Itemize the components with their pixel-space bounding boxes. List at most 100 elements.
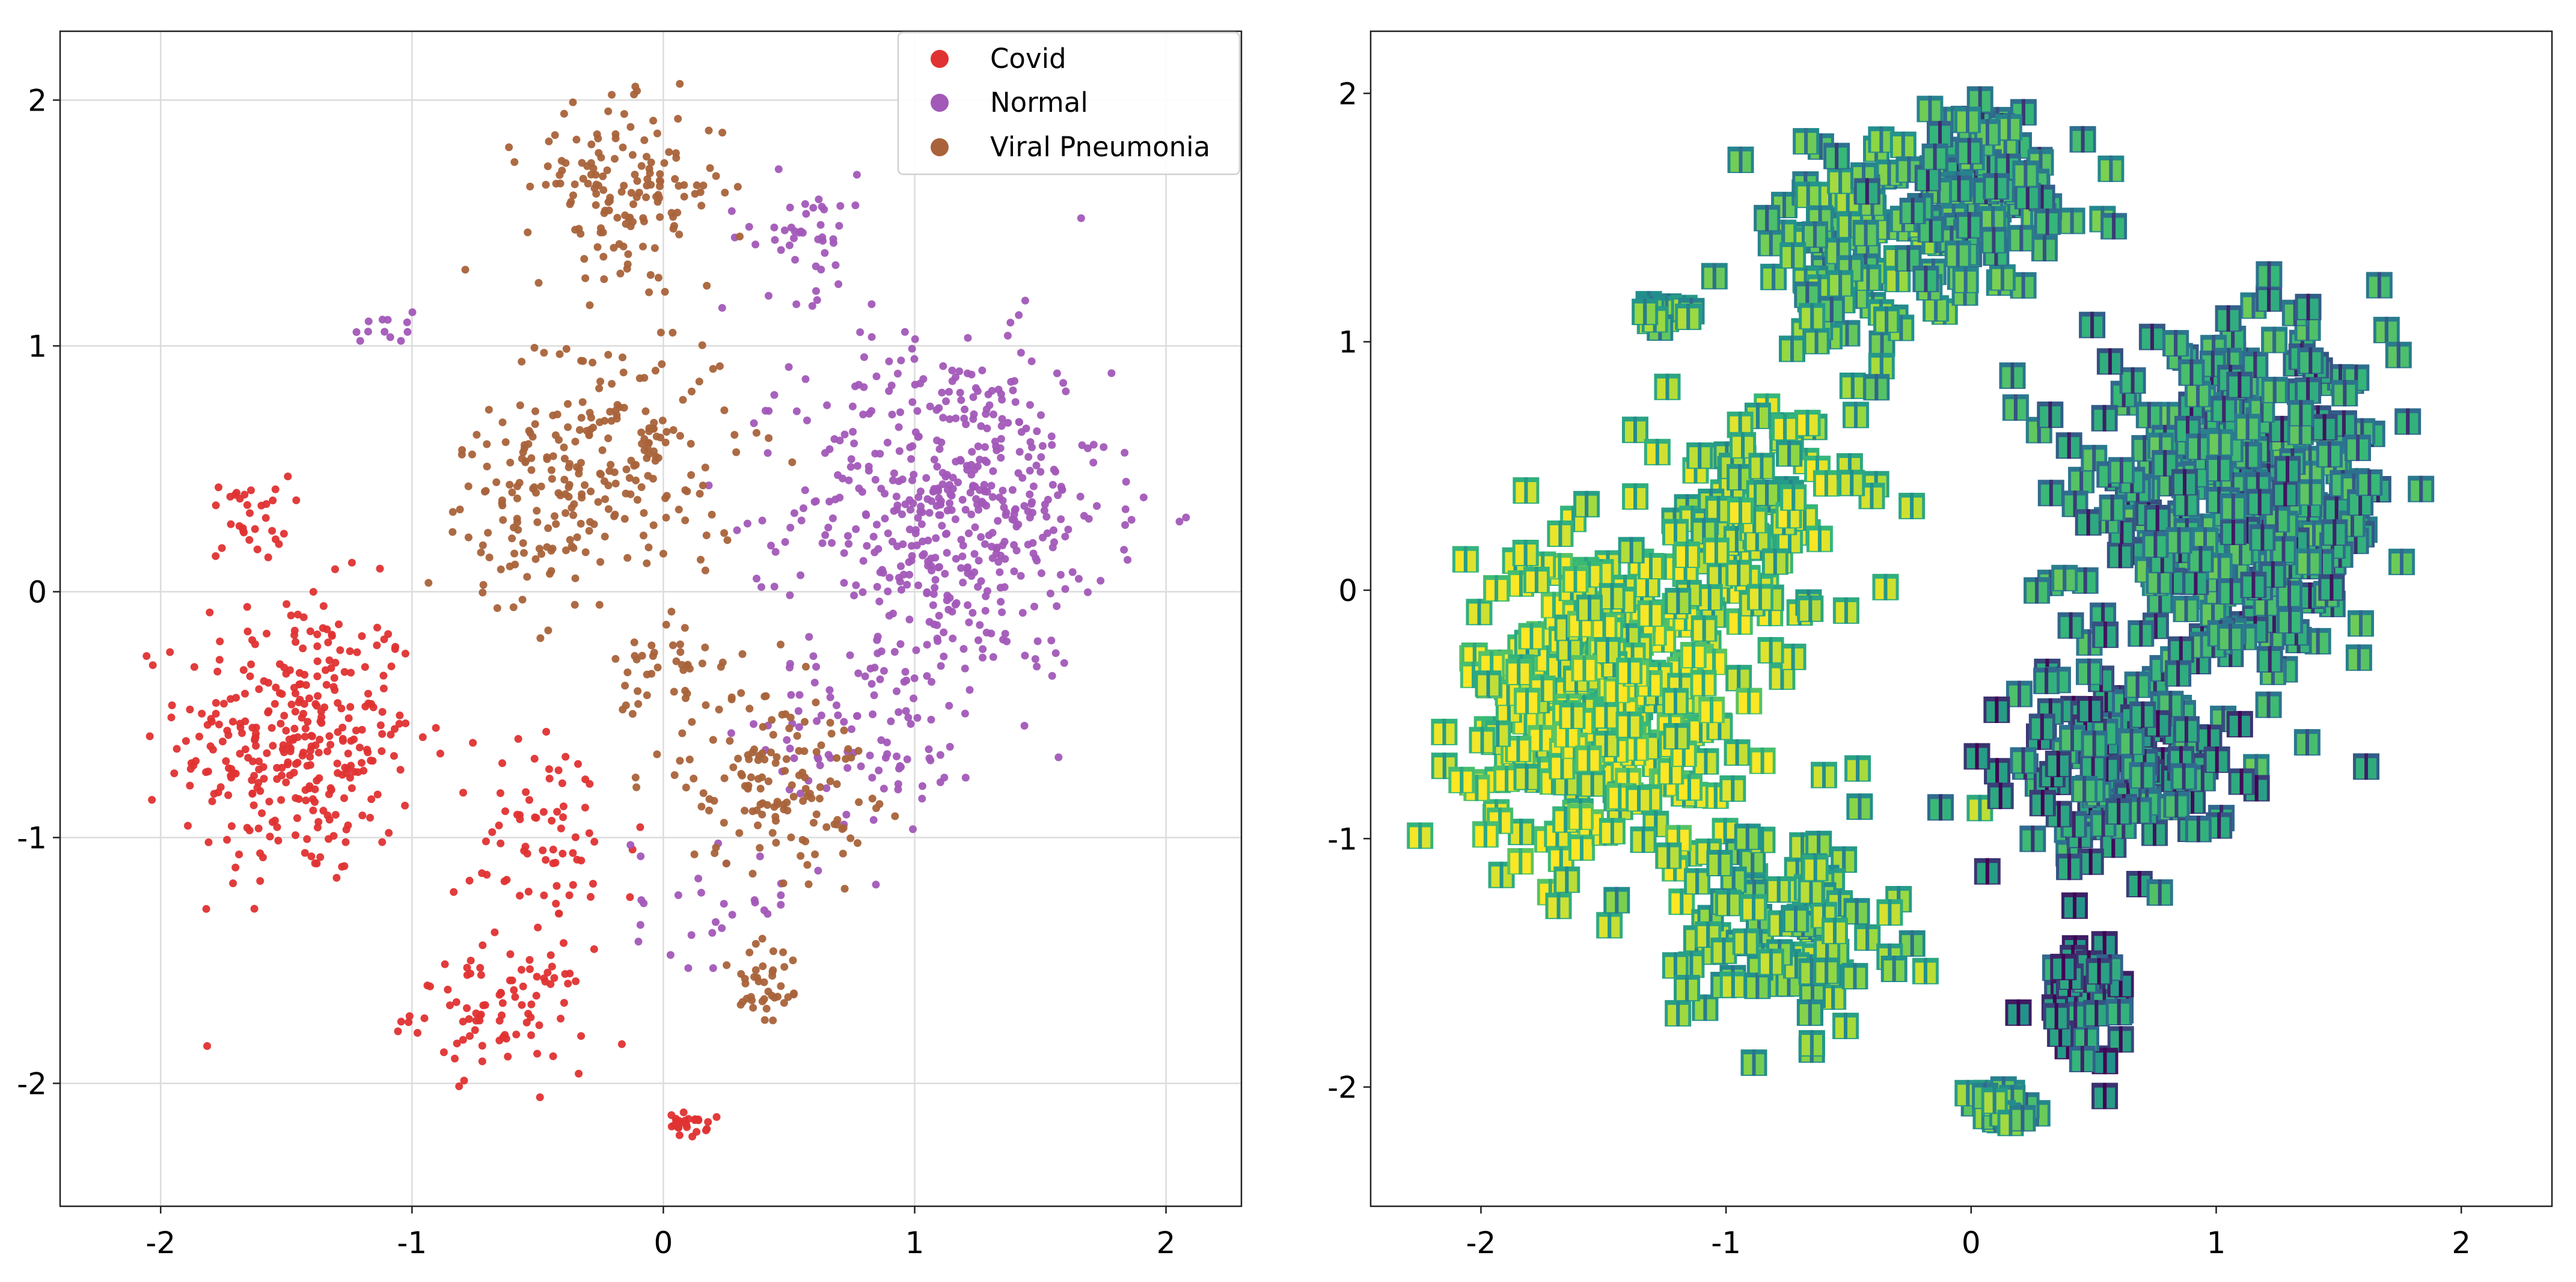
thumbnail-spine: [1550, 768, 1555, 795]
thumbnail: [1794, 409, 1821, 436]
point-viral-pneumonia: [675, 505, 683, 514]
point-viral-pneumonia: [561, 159, 570, 167]
point-normal: [893, 687, 901, 695]
point-normal: [1182, 513, 1190, 522]
point-normal: [403, 328, 412, 336]
thumbnail: [1780, 484, 1807, 511]
point-viral-pneumonia: [656, 328, 665, 337]
point-covid: [263, 629, 271, 638]
point-normal: [743, 519, 751, 528]
left-plot-frame: [59, 30, 1243, 1207]
point-viral-pneumonia: [737, 970, 745, 978]
point-viral-pneumonia: [564, 493, 573, 501]
thumbnail-spine: [1752, 894, 1755, 921]
point-normal: [1084, 444, 1092, 453]
point-viral-pneumonia: [643, 175, 652, 183]
thumbnail-lung: [1817, 941, 1826, 962]
thumbnail-spine: [1738, 464, 1742, 491]
point-normal: [940, 774, 949, 782]
thumbnail: [1736, 688, 1763, 715]
point-normal: [905, 570, 914, 579]
point-normal: [1076, 492, 1085, 501]
point-covid: [198, 709, 206, 718]
point-normal: [930, 620, 938, 629]
thumbnail-lung: [1693, 674, 1702, 695]
point-covid: [313, 642, 322, 650]
point-viral-pneumonia: [772, 817, 780, 825]
point-covid: [514, 734, 522, 743]
point-viral-pneumonia: [812, 698, 820, 707]
thumbnail-lung: [1543, 730, 1552, 751]
point-normal: [904, 713, 913, 722]
point-normal: [823, 401, 831, 409]
point-viral-pneumonia: [671, 175, 679, 183]
point-covid: [491, 928, 499, 936]
thumbnail-lung: [1556, 725, 1565, 746]
point-normal: [709, 964, 717, 972]
point-viral-pneumonia: [789, 793, 798, 801]
point-covid: [269, 742, 277, 750]
thumbnail: [1748, 453, 1775, 480]
point-covid: [245, 826, 254, 835]
thumbnail-lung: [1516, 768, 1525, 789]
point-normal: [812, 662, 821, 671]
thumbnail-spine: [1844, 597, 1848, 624]
thumbnail-lung: [1812, 600, 1821, 621]
thumbnail-lung: [1891, 904, 1900, 925]
x-tick-label: -1: [397, 1226, 427, 1260]
thumbnail-lung: [1695, 752, 1704, 774]
thumbnail-spine: [1608, 912, 1612, 939]
point-normal: [798, 228, 807, 237]
point-normal: [850, 591, 858, 600]
point-covid: [379, 685, 388, 692]
point-covid: [469, 739, 477, 747]
point-normal: [1048, 543, 1057, 552]
point-viral-pneumonia: [785, 724, 794, 733]
thumbnail-spine: [1718, 850, 1722, 876]
point-covid: [548, 962, 556, 971]
point-normal: [974, 582, 982, 591]
point-viral-pneumonia: [784, 993, 792, 1001]
thumbnail-spine: [1665, 373, 1669, 400]
point-viral-pneumonia: [810, 819, 818, 827]
thumbnail-spine: [1745, 823, 1749, 850]
legend-frame: [897, 31, 1241, 176]
point-normal: [809, 652, 818, 661]
point-viral-pneumonia: [661, 494, 670, 502]
point-viral-pneumonia: [551, 512, 558, 520]
point-covid: [215, 656, 224, 664]
legend-label-covid: Covid: [990, 43, 1066, 75]
thumbnail-lung: [1729, 613, 1738, 634]
point-normal: [960, 414, 968, 423]
thumbnail-spine: [1760, 826, 1764, 853]
point-covid: [527, 1013, 535, 1022]
point-normal: [910, 674, 919, 682]
point-normal: [822, 784, 831, 792]
point-viral-pneumonia: [665, 148, 673, 156]
thumbnail-lung: [1528, 768, 1537, 789]
point-viral-pneumonia: [727, 695, 736, 704]
thumbnail-lung: [1683, 647, 1692, 667]
thumbnail-spine: [1472, 661, 1475, 688]
thumbnail-lung: [1478, 675, 1487, 696]
point-normal: [871, 475, 880, 484]
point-covid: [704, 1118, 712, 1126]
point-viral-pneumonia: [656, 177, 664, 186]
point-normal: [974, 442, 982, 451]
point-covid: [536, 1093, 544, 1102]
point-viral-pneumonia: [610, 468, 619, 477]
thumbnail-lung: [1739, 692, 1748, 713]
point-normal: [757, 583, 765, 591]
point-covid: [565, 891, 574, 899]
point-viral-pneumonia: [553, 411, 561, 418]
point-normal: [946, 415, 954, 423]
point-normal: [795, 723, 803, 731]
point-viral-pneumonia: [520, 549, 528, 557]
point-covid: [167, 713, 176, 722]
point-covid: [173, 745, 181, 753]
point-viral-pneumonia: [461, 266, 470, 274]
thumbnail-lung: [1770, 915, 1779, 936]
point-normal: [981, 456, 989, 465]
point-viral-pneumonia: [607, 460, 615, 469]
point-normal: [906, 505, 914, 514]
